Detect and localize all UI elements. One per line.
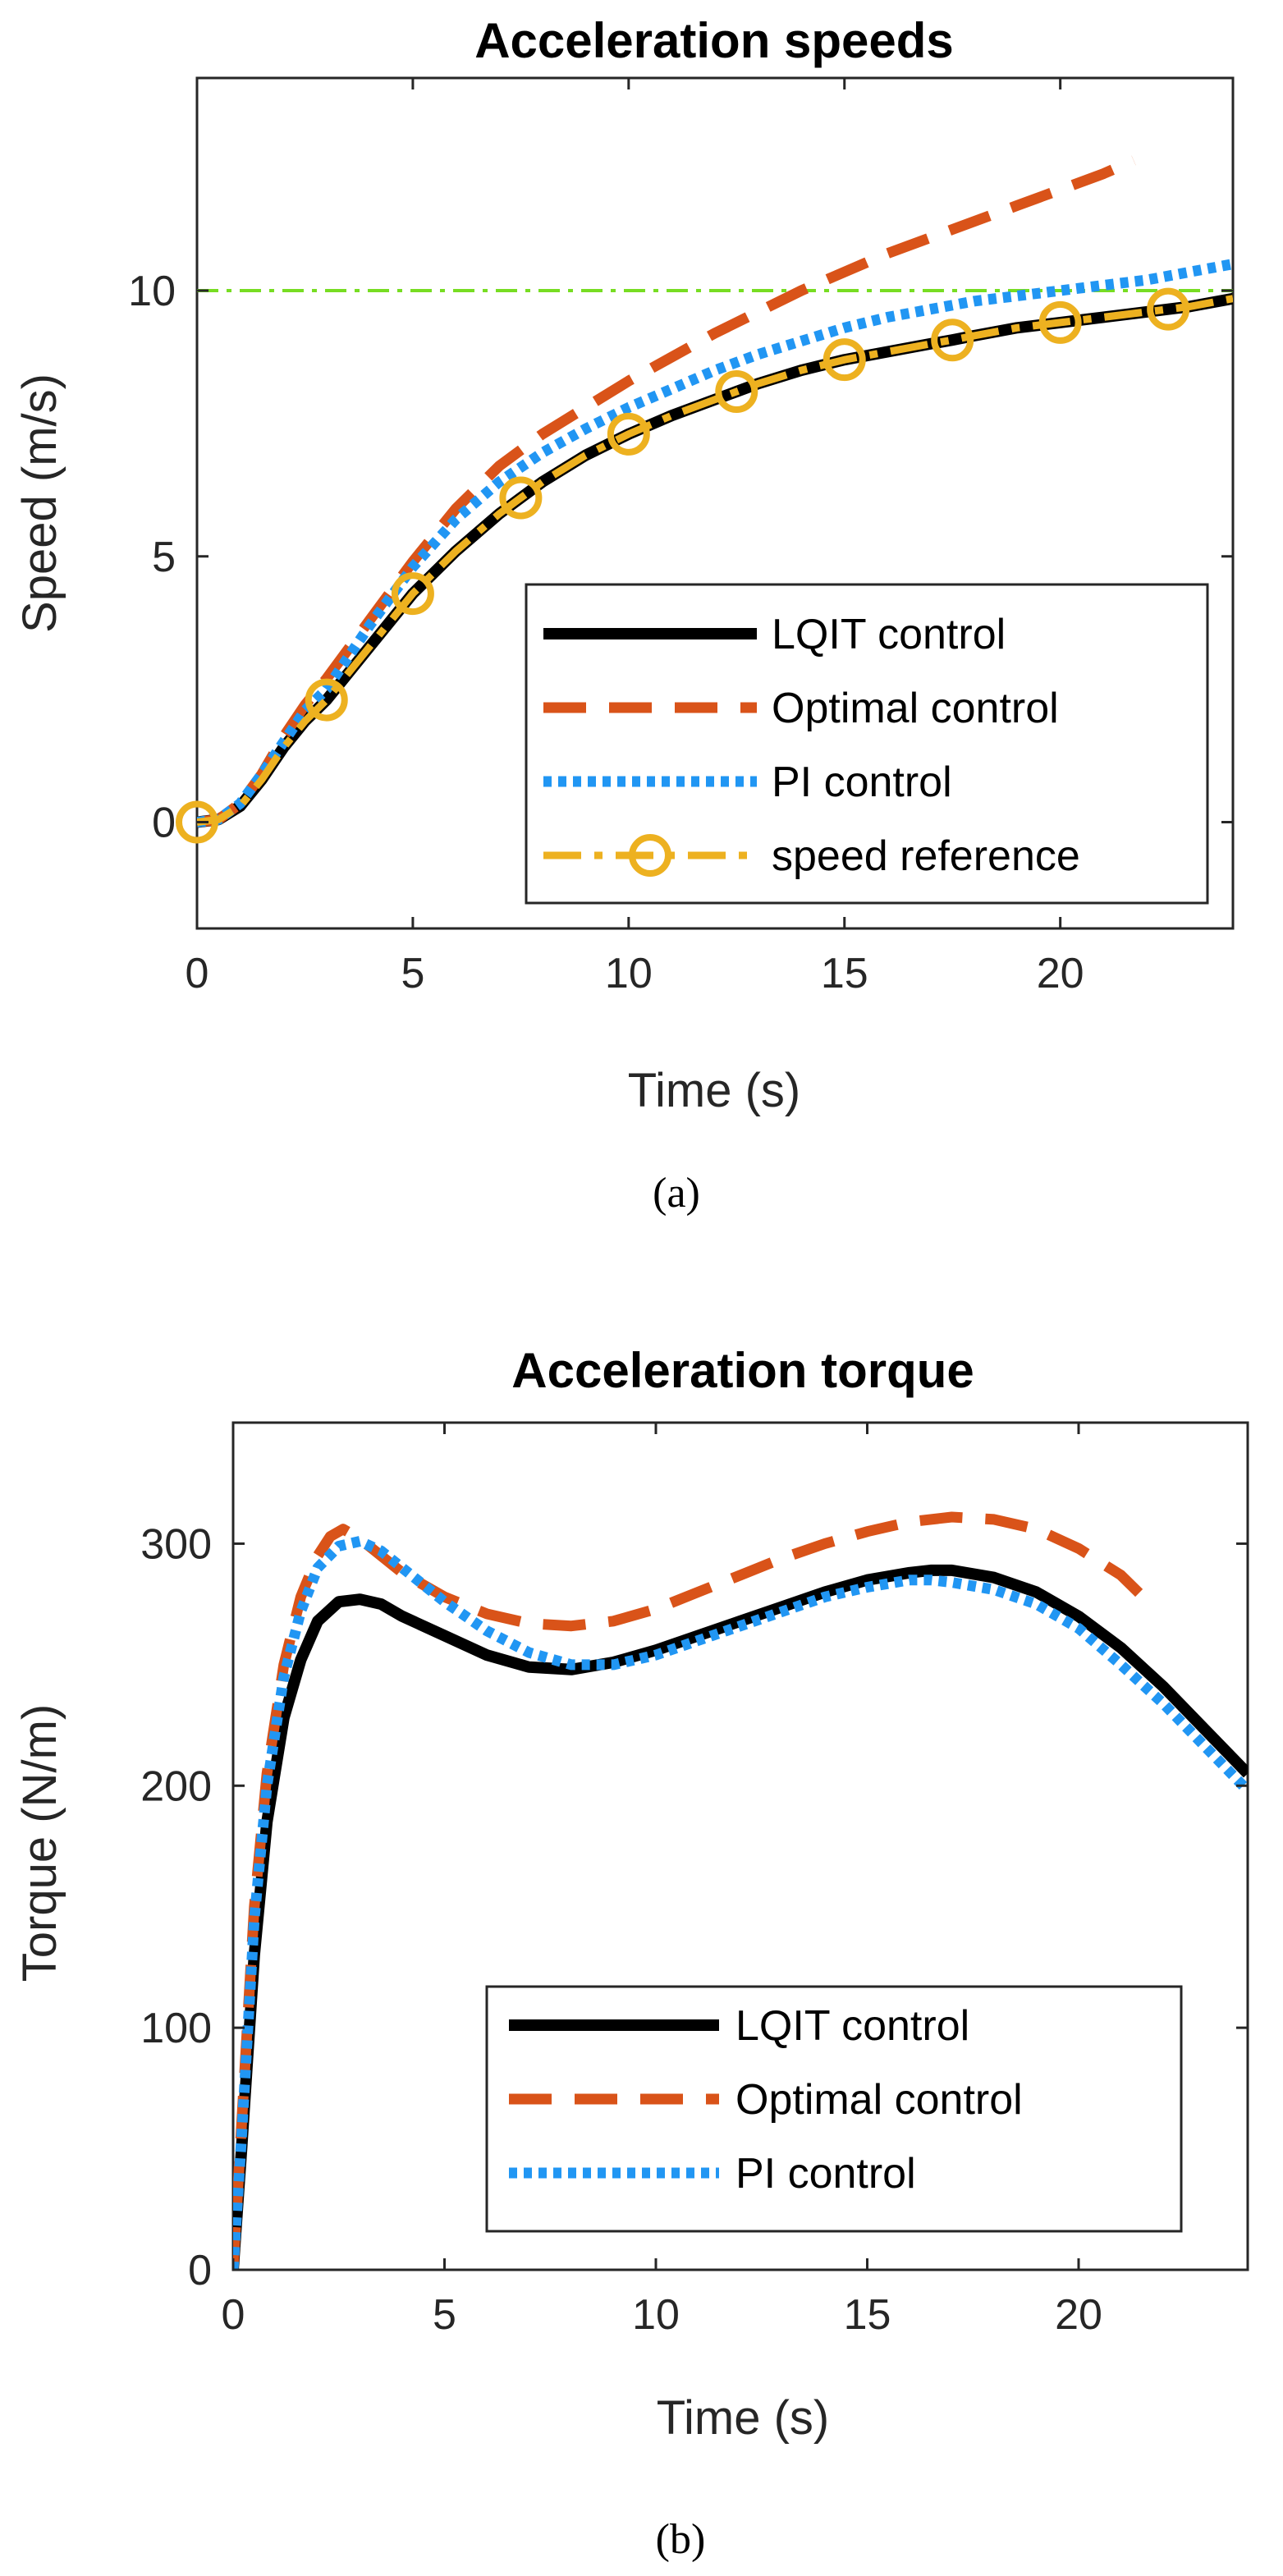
legend-label: Optimal control — [735, 2076, 1023, 2124]
series-line-pi-control — [197, 259, 1233, 827]
reference-marker — [715, 370, 758, 414]
y-tick-label: 200 — [140, 1762, 212, 1810]
legend: LQIT control Optimal control PI control — [485, 1985, 1183, 2233]
y-tick-label: 0 — [152, 800, 176, 847]
reference-marker — [176, 800, 218, 844]
x-axis-label: Time (s) — [628, 1064, 800, 1117]
reference-marker — [607, 412, 650, 456]
series-group — [233, 1511, 1248, 2270]
y-axis-label: Torque (N/m) — [13, 1704, 66, 1982]
y-tick-label: 300 — [140, 1520, 212, 1568]
x-axis-label: Time (s) — [657, 2391, 829, 2445]
x-tick-label: 5 — [433, 2291, 456, 2339]
x-tick-label: 0 — [186, 950, 209, 997]
x-tick-label: 15 — [844, 2291, 891, 2339]
legend-label: speed reference — [772, 832, 1080, 880]
tick-group: 0 5 10 15 20 0 5 10 — [128, 78, 1233, 997]
y-tick-label: 100 — [140, 2005, 212, 2052]
chart-title: Acceleration speeds — [474, 13, 954, 68]
series-line-speed-reference — [197, 295, 1233, 826]
reference-marker — [822, 338, 866, 382]
chart-title: Acceleration torque — [511, 1343, 974, 1398]
legend-marker — [629, 834, 671, 877]
legend-label: Optimal control — [772, 685, 1059, 732]
y-tick-label: 5 — [152, 534, 176, 581]
reference-marker — [1147, 287, 1190, 331]
x-tick-label: 0 — [222, 2291, 245, 2339]
reference-marker — [391, 572, 434, 616]
series-group — [176, 155, 1233, 844]
reference-marker — [931, 319, 974, 362]
speed-chart: Acceleration speeds 0 5 10 15 20 0 5 10 Time (s… — [13, 13, 1235, 1117]
reference-marker — [499, 476, 543, 520]
reference-marker — [305, 678, 348, 722]
legend-label: PI control — [772, 759, 952, 806]
legend-label: LQIT control — [772, 611, 1006, 658]
y-tick-label: 0 — [188, 2247, 212, 2294]
series-line-pi-control — [233, 1536, 1248, 2270]
x-tick-label: 10 — [632, 2291, 680, 2339]
legend-label: LQIT control — [735, 2002, 969, 2050]
caption-b: (b) — [656, 2516, 706, 2563]
reference-marker — [1038, 300, 1082, 344]
series-line-lqit-control — [233, 1564, 1248, 2270]
x-tick-label: 5 — [401, 950, 424, 997]
legend: LQIT control Optimal control PI control spe… — [525, 583, 1209, 905]
caption-a: (a) — [653, 1170, 700, 1217]
x-tick-label: 20 — [1037, 950, 1084, 997]
x-tick-label: 15 — [821, 950, 868, 997]
y-axis-label: Speed (m/s) — [13, 374, 66, 633]
x-tick-label: 10 — [605, 950, 653, 997]
x-tick-label: 20 — [1055, 2291, 1102, 2339]
legend-label: PI control — [735, 2150, 916, 2198]
y-tick-label: 10 — [128, 268, 176, 315]
